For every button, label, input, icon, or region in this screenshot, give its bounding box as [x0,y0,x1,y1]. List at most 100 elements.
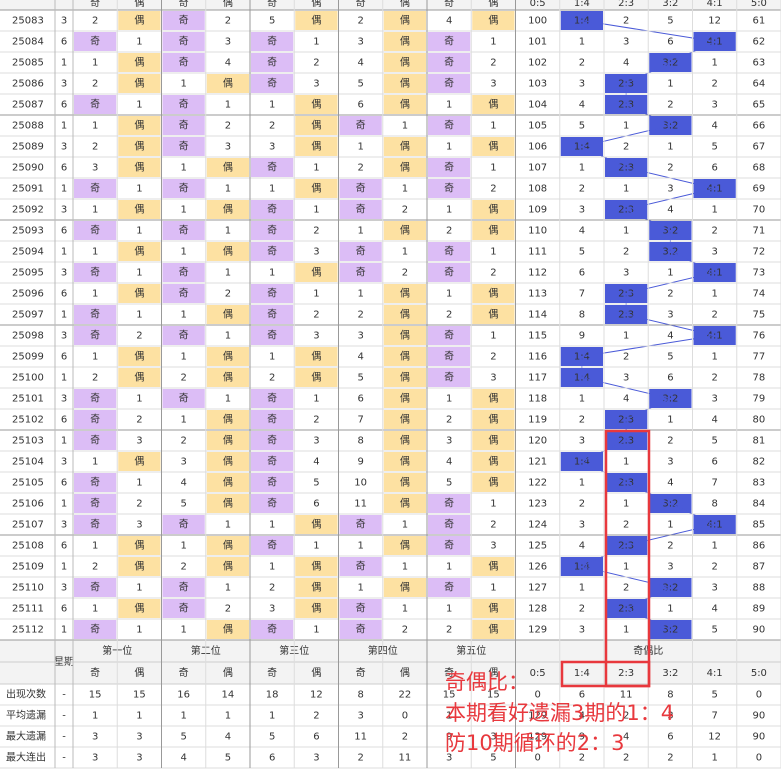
cell: 2 [313,310,319,321]
cell-highlight [472,620,515,639]
weekday: 3 [61,205,67,216]
cell: 6 [711,163,717,174]
cell: 1 [490,121,496,132]
cell-highlight [74,473,117,492]
cell-highlight [206,305,249,324]
cell: 6 [667,373,673,384]
cell: 偶 [223,476,233,489]
cell: 110 [528,226,547,237]
cell: 6 [579,268,585,279]
cell: 1 [667,520,673,531]
cell: 3 [357,331,363,342]
period: 25088 [12,121,44,132]
cell: 1 [623,562,629,573]
stat-value: 6 [269,753,275,764]
cell: 1 [225,268,231,279]
stat-value: 2 [623,753,629,764]
cell-highlight [295,95,338,114]
cell: 3 [490,373,496,384]
stat-value: 12 [708,732,721,743]
cell: 2 [92,16,98,27]
cell: 2 [579,58,585,69]
cell: 奇 [444,182,454,195]
header-bg [0,0,781,10]
cell-highlight [251,32,294,51]
cell-highlight [162,221,205,240]
cell: 3 [623,268,629,279]
cell-highlight [162,11,205,30]
cell: 1 [579,583,585,594]
weekday: 1 [61,184,67,195]
cell: 偶 [223,413,233,426]
stat-value: 0 [402,711,408,722]
cell: 5 [711,436,717,447]
cell: 奇 [267,161,277,174]
cell: 121 [528,457,547,468]
cell: 5 [357,373,363,384]
cell: 偶 [311,14,321,27]
stat-dash: - [62,732,66,743]
cell: 奇 [444,77,454,90]
cell: 1 [313,289,319,300]
cell: 70 [753,205,766,216]
header-cell: 5:0 [751,0,767,9]
weekday: 6 [61,478,67,489]
cell: 偶 [400,56,410,69]
cell: 1 [269,268,275,279]
cell-highlight [383,53,426,72]
cell-highlight [118,284,161,303]
cell-highlight [339,242,382,261]
stat-value: 15 [89,690,102,701]
cell: 奇 [267,308,277,321]
cell: 1 [623,184,629,195]
cell-highlight [74,431,117,450]
header-cell: 奇 [444,0,454,9]
cell: 奇 [356,182,366,195]
cell: 3 [579,79,585,90]
stat-value: 11 [620,690,633,701]
cell-highlight [118,74,161,93]
cell: 奇 [179,266,189,279]
cell: 1 [313,541,319,552]
stat-value: 6 [579,690,585,701]
stat-value: 11 [399,753,412,764]
period: 25107 [12,520,44,531]
cell: 5 [357,79,363,90]
cell-highlight [339,179,382,198]
stat-value: 90 [753,711,766,722]
cell: 偶 [134,140,144,153]
weekday: 1 [61,373,67,384]
stat-value: 4 [225,732,231,743]
period: 25109 [12,562,44,573]
cell: 2 [623,520,629,531]
cell: 偶 [400,371,410,384]
cell-highlight [162,599,205,618]
cell: 奇 [444,56,454,69]
cell-highlight [383,431,426,450]
stat-value: 12 [310,690,323,701]
cell: 奇 [90,182,100,195]
stat-value: 90 [753,732,766,743]
cell: 偶 [488,287,498,300]
cell: 3 [225,37,231,48]
cell: 奇 [179,56,189,69]
cell: 118 [528,394,547,405]
period: 25083 [12,16,44,27]
cell: 1 [180,310,186,321]
cell: 1 [490,583,496,594]
cell: 1 [92,58,98,69]
cell-highlight [206,158,249,177]
stat-value: 5 [225,753,231,764]
cell: 偶 [400,392,410,405]
cell: 5 [269,16,275,27]
cell: 2 [711,562,717,573]
cell-highlight [383,74,426,93]
cell-highlight [383,11,426,30]
stat-value: 1 [225,711,231,722]
period: 25111 [12,604,44,615]
cell: 3 [269,142,275,153]
cell-highlight [74,326,117,345]
cell: 偶 [134,56,144,69]
cell: 偶 [400,455,410,468]
